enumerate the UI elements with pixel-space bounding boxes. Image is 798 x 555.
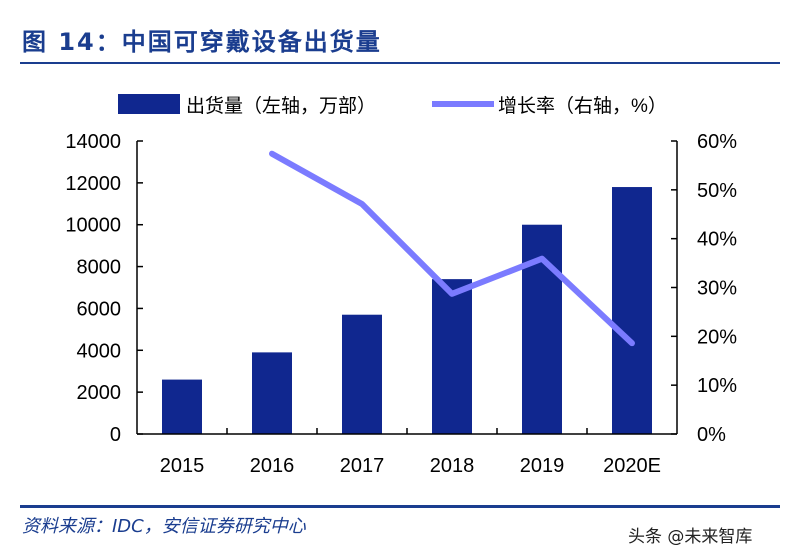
legend-bar-swatch [118,94,180,114]
legend-bar-label: 出货量（左轴，万部） [186,95,376,117]
bar-2015 [162,379,202,434]
right-tick-label: 30% [697,278,737,300]
left-tick-label: 14000 [65,131,121,153]
x-tick-label: 2018 [430,455,475,477]
x-tick-label: 2016 [250,455,295,477]
watermark: 头条 @未来智库 [628,527,753,547]
title-divider [20,62,780,64]
left-tick-label: 6000 [77,298,122,320]
bar-2016 [252,352,292,434]
right-tick-label: 20% [697,326,737,348]
legend-line-label: 增长率（右轴，%） [498,95,667,117]
bar-2017 [342,314,382,434]
right-tick-label: 60% [697,131,737,153]
left-tick-label: 2000 [77,382,122,404]
bar-2018 [432,279,472,434]
x-tick-label: 2017 [340,455,385,477]
right-tick-label: 40% [697,229,737,251]
bar-2020E [612,187,652,434]
source-divider [20,505,780,508]
right-tick-label: 0% [697,424,726,446]
chart: 出货量（左轴，万部） 增长率（右轴，%） 0 2000 4000 6000 8000 1000… [65,94,737,477]
left-tick-label: 10000 [65,215,121,237]
x-tick-label: 2020E [603,455,661,477]
right-tick-label: 10% [697,375,737,397]
left-tick-label: 12000 [65,173,121,195]
x-tick-label: 2015 [160,455,205,477]
source-note: 资料来源：IDC，安信证券研究中心 [22,516,306,537]
figure-title: 图 14：中国可穿戴设备出货量 [22,28,382,56]
left-tick-label: 8000 [77,257,122,279]
right-tick-label: 50% [697,180,737,202]
left-tick-label: 4000 [77,340,122,362]
left-tick-label: 0 [110,424,121,446]
x-tick-label: 2019 [520,455,565,477]
